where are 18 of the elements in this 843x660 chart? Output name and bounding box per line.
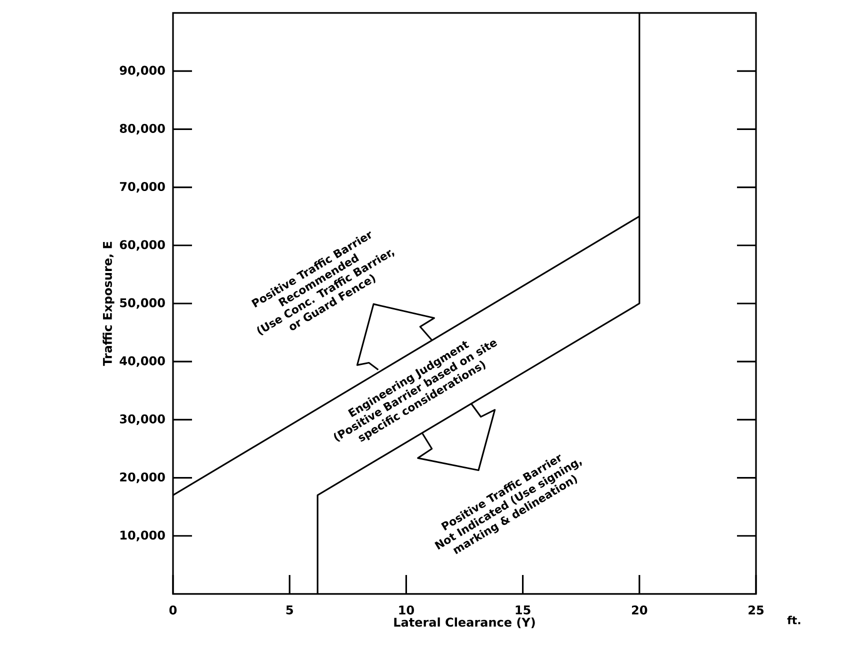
x-tick-label: 0 bbox=[169, 606, 177, 615]
y-tick-label: 10,000 bbox=[120, 530, 165, 542]
x-tick-label: 20 bbox=[632, 606, 648, 615]
x-tick-label: 10 bbox=[399, 606, 414, 615]
x-tick-label: 25 bbox=[748, 606, 764, 615]
y-tick-label: 70,000 bbox=[120, 182, 165, 193]
y-tick-label: 90,000 bbox=[120, 66, 165, 76]
y-tick-label: 40,000 bbox=[120, 356, 165, 367]
x-tick-label: 5 bbox=[286, 606, 293, 614]
y-tick-label: 50,000 bbox=[120, 298, 165, 309]
y-tick-label: 60,000 bbox=[120, 240, 165, 251]
y-tick-label: 80,000 bbox=[120, 124, 165, 134]
x-tick-label: 15 bbox=[516, 606, 530, 614]
y-tick-label: 20,000 bbox=[120, 472, 165, 484]
y-axis-title: Traffic Exposure, E bbox=[102, 242, 114, 366]
y-tick-label: 30,000 bbox=[120, 414, 165, 425]
text: ft. bbox=[787, 616, 800, 624]
x-axis-title: Lateral Clearance (Y) bbox=[394, 617, 535, 628]
